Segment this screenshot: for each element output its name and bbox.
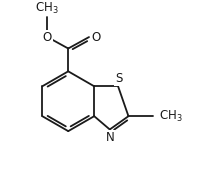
Text: CH$_3$: CH$_3$ xyxy=(34,1,58,16)
Text: S: S xyxy=(115,72,122,85)
Text: CH$_3$: CH$_3$ xyxy=(158,109,181,124)
Text: O: O xyxy=(91,31,100,44)
Text: O: O xyxy=(43,31,52,44)
Text: N: N xyxy=(105,130,114,143)
